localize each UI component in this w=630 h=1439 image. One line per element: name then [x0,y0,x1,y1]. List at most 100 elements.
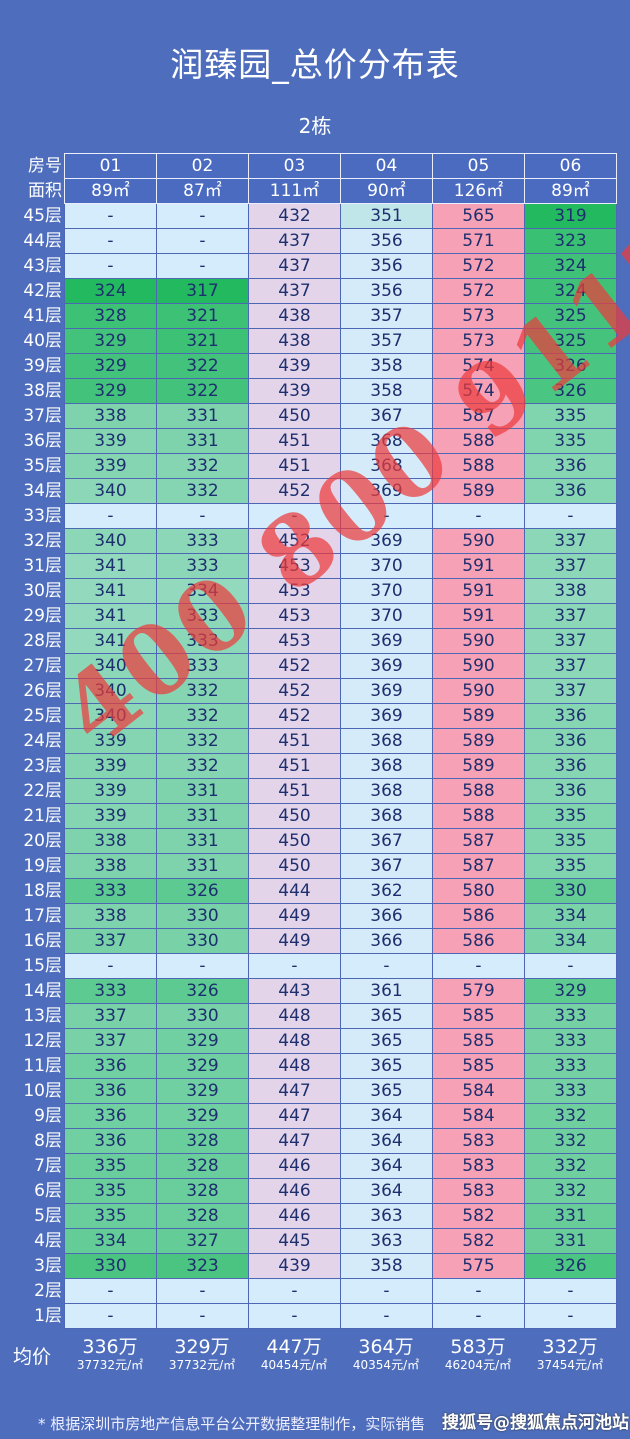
price-cell: 337 [524,678,617,704]
price-cell: 330 [524,878,617,904]
price-cell: 329 [156,1053,249,1079]
floor-row: 5层 335 328 446 363 582 331 [0,1203,617,1229]
price-cell: - [340,503,433,529]
price-cell: 339 [64,728,157,754]
price-cell: 341 [64,553,157,579]
price-cell: 369 [340,653,433,679]
price-cell: 368 [340,428,433,454]
price-cell: 584 [432,1103,525,1129]
floor-label: 13层 [23,1006,62,1026]
price-cell: 448 [248,1003,341,1029]
price-cell: 444 [248,878,341,904]
price-cell: 332 [524,1128,617,1154]
average-label: 均价 [12,1346,51,1368]
floor-label: 43层 [23,256,62,276]
price-cell: 438 [248,303,341,329]
price-cell: - [524,953,617,979]
room-label: 房号 [28,156,62,176]
price-cell: 330 [156,903,249,929]
price-cell: 363 [340,1228,433,1254]
price-cell: 335 [64,1153,157,1179]
price-cell: 356 [340,228,433,254]
price-cell: 328 [156,1128,249,1154]
floor-label: 16层 [23,931,62,951]
price-cell: 338 [524,578,617,604]
price-cell: 587 [432,828,525,854]
floor-label: 22层 [23,781,62,801]
room-area: 126㎡ [432,178,525,204]
floor-label: 32层 [23,531,62,551]
average-total: 329万 [174,1336,230,1358]
floor-row: 4层 334 327 445 363 582 331 [0,1228,617,1254]
price-cell: - [64,953,157,979]
price-cell: - [248,503,341,529]
floor-row: 14层 333 326 443 361 579 329 [0,978,617,1004]
price-cell: 591 [432,603,525,629]
building-subtitle: 2栋 [298,114,332,138]
price-cell: - [64,203,157,229]
price-cell: 338 [64,828,157,854]
price-cell: 450 [248,803,341,829]
average-total: 364万 [358,1336,414,1358]
floor-row: 19层 338 331 450 367 587 335 [0,853,617,879]
floor-label: 39层 [23,356,62,376]
price-cell: 337 [524,653,617,679]
floor-row: 32层 340 333 452 369 590 337 [0,528,617,554]
room-number: 03 [248,153,341,179]
price-cell: 590 [432,653,525,679]
price-cell: 335 [64,1203,157,1229]
floor-label: 8层 [34,1131,62,1151]
price-cell: - [64,253,157,279]
price-cell: 583 [432,1178,525,1204]
price-cell: 362 [340,878,433,904]
price-cell: 341 [64,578,157,604]
price-cell: 335 [524,803,617,829]
price-cell: 341 [64,628,157,654]
price-cell: 336 [64,1053,157,1079]
floor-row: 11层 336 329 448 365 585 333 [0,1053,617,1079]
average-unit-price: 46204元/㎡ [444,1358,512,1372]
price-cell: 369 [340,703,433,729]
floor-row: 23层 339 332 451 368 589 336 [0,753,617,779]
floor-label: 41层 [23,306,62,326]
floor-label: 2层 [34,1281,62,1301]
price-cell: 333 [524,1078,617,1104]
price-cell: 588 [432,428,525,454]
price-cell: 339 [64,453,157,479]
price-cell: 333 [156,528,249,554]
floor-row: 27层 340 333 452 369 590 337 [0,653,617,679]
price-cell: 451 [248,753,341,779]
price-cell: 572 [432,253,525,279]
average-total: 332万 [542,1336,598,1358]
price-cell: 339 [64,803,157,829]
price-cell: 364 [340,1103,433,1129]
floor-row: 38层 329 322 439 358 574 326 [0,378,617,404]
price-cell: 451 [248,728,341,754]
price-cell: 580 [432,878,525,904]
floor-row: 31层 341 333 453 370 591 337 [0,553,617,579]
price-cell: - [156,228,249,254]
floor-row: 33层 - - - - - - [0,503,617,529]
price-cell: 356 [340,253,433,279]
price-cell: 337 [64,928,157,954]
floor-row: 21层 339 331 450 368 588 335 [0,803,617,829]
price-cell: 317 [156,278,249,304]
price-cell: 330 [156,1003,249,1029]
floor-label: 18层 [23,881,62,901]
floor-label: 11层 [23,1056,62,1076]
price-cell: 332 [156,703,249,729]
room-number: 05 [432,153,525,179]
floor-row: 24层 339 332 451 368 589 336 [0,728,617,754]
price-cell: 334 [156,578,249,604]
price-cell: 575 [432,1253,525,1279]
price-cell: 329 [156,1078,249,1104]
floor-label: 30层 [23,581,62,601]
price-cell: 453 [248,553,341,579]
price-cell: 332 [524,1103,617,1129]
average-unit-price: 37732元/㎡ [76,1358,144,1372]
price-table: 房号 01 02 03 04 05 06 面积 89㎡ 87㎡ 111㎡ 90㎡… [0,153,617,1329]
price-cell: 324 [64,278,157,304]
price-cell: - [340,1278,433,1304]
price-cell: 579 [432,978,525,1004]
price-cell: 361 [340,978,433,1004]
